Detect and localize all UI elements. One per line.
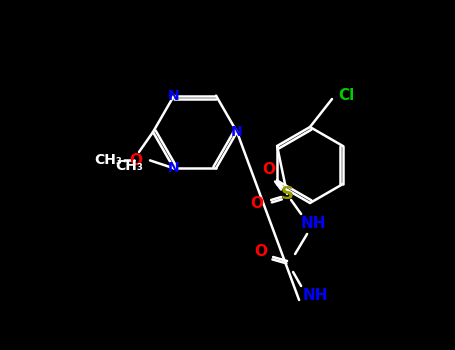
- Text: N: N: [168, 89, 180, 103]
- Text: NH: NH: [302, 288, 328, 303]
- Text: O: O: [263, 162, 276, 177]
- Text: CH₃: CH₃: [94, 153, 122, 167]
- Text: O: O: [255, 245, 268, 259]
- Text: Cl: Cl: [338, 88, 354, 103]
- Text: NH: NH: [300, 217, 326, 231]
- Text: CH₃: CH₃: [115, 159, 143, 173]
- Text: N: N: [231, 125, 243, 139]
- Text: O: O: [251, 196, 263, 211]
- Text: O: O: [130, 153, 142, 168]
- Text: N: N: [168, 161, 180, 175]
- Text: S: S: [281, 185, 293, 203]
